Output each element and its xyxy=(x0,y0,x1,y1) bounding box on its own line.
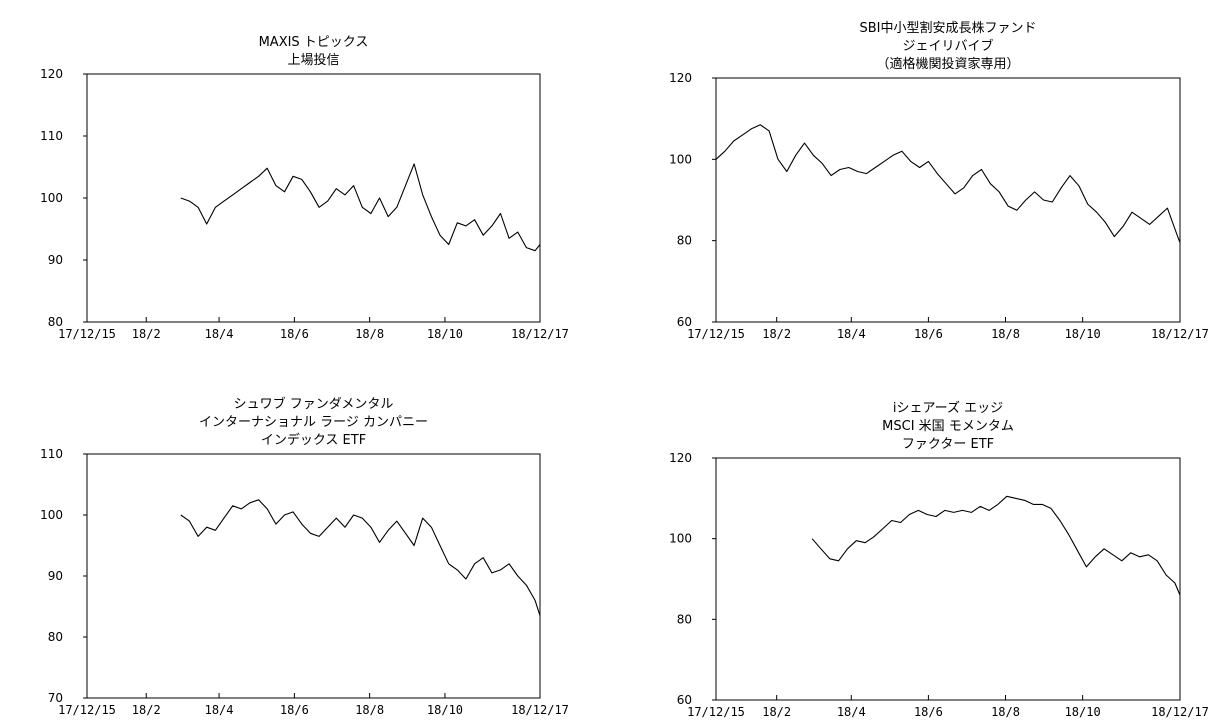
series-line xyxy=(180,163,541,252)
y-tick-label: 100 xyxy=(669,532,692,546)
x-tick-label: 18/12/17 xyxy=(511,703,569,717)
x-tick-label: 18/12/17 xyxy=(1151,705,1209,719)
chart-title-line: iシェアーズ エッジ xyxy=(893,400,1003,416)
series-line xyxy=(180,499,541,616)
x-tick-label: 18/2 xyxy=(132,703,161,717)
chart-title-line: SBI中小型割安成長株ファンド xyxy=(859,20,1036,36)
y-tick-label: 120 xyxy=(40,67,63,81)
x-tick-label: 18/8 xyxy=(355,327,384,341)
chart-title-line: ファクター ETF xyxy=(902,437,994,452)
y-tick-label: 70 xyxy=(48,691,63,705)
x-tick-label: 18/6 xyxy=(280,703,309,717)
y-tick-label: 80 xyxy=(48,315,63,329)
x-tick-label: 18/12/17 xyxy=(1151,327,1209,341)
x-tick-label: 18/8 xyxy=(991,327,1020,341)
chart-panel-maxis-topix: MAXIS トピックス 上場投信 80 90 100 110 120 17/12/15 18/2… xyxy=(0,0,590,350)
chart-panel-schwab-fundamental: シュワブ ファンダメンタルインターナショナル ラージ カンパニー インデックス E… xyxy=(0,360,590,728)
y-tick-label: 80 xyxy=(677,234,692,248)
y-tick-label: 90 xyxy=(48,253,63,267)
series-line xyxy=(811,495,1181,596)
x-tick-label: 18/6 xyxy=(914,705,943,719)
chart-panel-sbi-jrevive: SBI中小型割安成長株ファンド ジェイリバイブ （適格機関投資家専用） 60 80 100… xyxy=(606,0,1211,350)
x-tick-label: 17/12/15 xyxy=(58,703,116,717)
y-tick-label: 80 xyxy=(48,630,63,644)
x-tick-label: 17/12/15 xyxy=(58,327,116,341)
chart-title-line: （適格機関投資家専用） xyxy=(876,56,1019,72)
y-tick-label: 90 xyxy=(48,569,63,583)
x-tick-label: 18/10 xyxy=(1065,327,1101,341)
x-tick-label: 18/4 xyxy=(205,327,234,341)
y-tick-label: 60 xyxy=(677,693,692,707)
y-tick-label: 120 xyxy=(669,451,692,465)
plot-frame xyxy=(715,457,1181,701)
x-tick-label: 18/8 xyxy=(991,705,1020,719)
chart-panel-ishares-momentum: iシェアーズ エッジ MSCI 米国 モメンタム ファクター ETF 60 80 100 1… xyxy=(606,360,1211,728)
chart-title-line: 上場投信 xyxy=(287,52,339,68)
plot-frame xyxy=(715,77,1181,323)
chart-title-line: ジェイリバイブ xyxy=(902,38,993,54)
y-tick-label: 100 xyxy=(40,508,63,522)
y-tick-label: 80 xyxy=(677,612,692,626)
y-tick-label: 110 xyxy=(40,447,63,461)
chart-title-line: MSCI 米国 モメンタム xyxy=(882,419,1014,434)
x-tick-label: 18/4 xyxy=(837,705,866,719)
x-tick-label: 18/12/17 xyxy=(511,327,569,341)
chart-title-line: インターナショナル ラージ カンパニー xyxy=(199,415,428,430)
x-tick-label: 18/4 xyxy=(205,703,234,717)
x-tick-label: 18/6 xyxy=(914,327,943,341)
x-tick-label: 17/12/15 xyxy=(687,327,745,341)
x-tick-label: 18/10 xyxy=(427,327,463,341)
x-tick-label: 18/4 xyxy=(837,327,866,341)
y-tick-label: 120 xyxy=(669,71,692,85)
chart-title-line: インデックス ETF xyxy=(261,432,366,448)
x-tick-label: 17/12/15 xyxy=(687,705,745,719)
x-tick-label: 18/6 xyxy=(280,327,309,341)
chart-title-line: MAXIS トピックス xyxy=(259,35,369,50)
y-tick-label: 100 xyxy=(40,191,63,205)
x-tick-label: 18/10 xyxy=(427,703,463,717)
series-line xyxy=(715,124,1181,243)
plot-frame xyxy=(86,453,541,699)
y-tick-label: 60 xyxy=(677,315,692,329)
y-tick-label: 110 xyxy=(40,129,63,143)
x-tick-label: 18/2 xyxy=(762,705,791,719)
chart-title-line: シュワブ ファンダメンタル xyxy=(234,396,394,412)
y-tick-label: 100 xyxy=(669,152,692,166)
x-tick-label: 18/2 xyxy=(762,327,791,341)
x-tick-label: 18/10 xyxy=(1065,705,1101,719)
x-tick-label: 18/2 xyxy=(132,327,161,341)
x-tick-label: 18/8 xyxy=(355,703,384,717)
